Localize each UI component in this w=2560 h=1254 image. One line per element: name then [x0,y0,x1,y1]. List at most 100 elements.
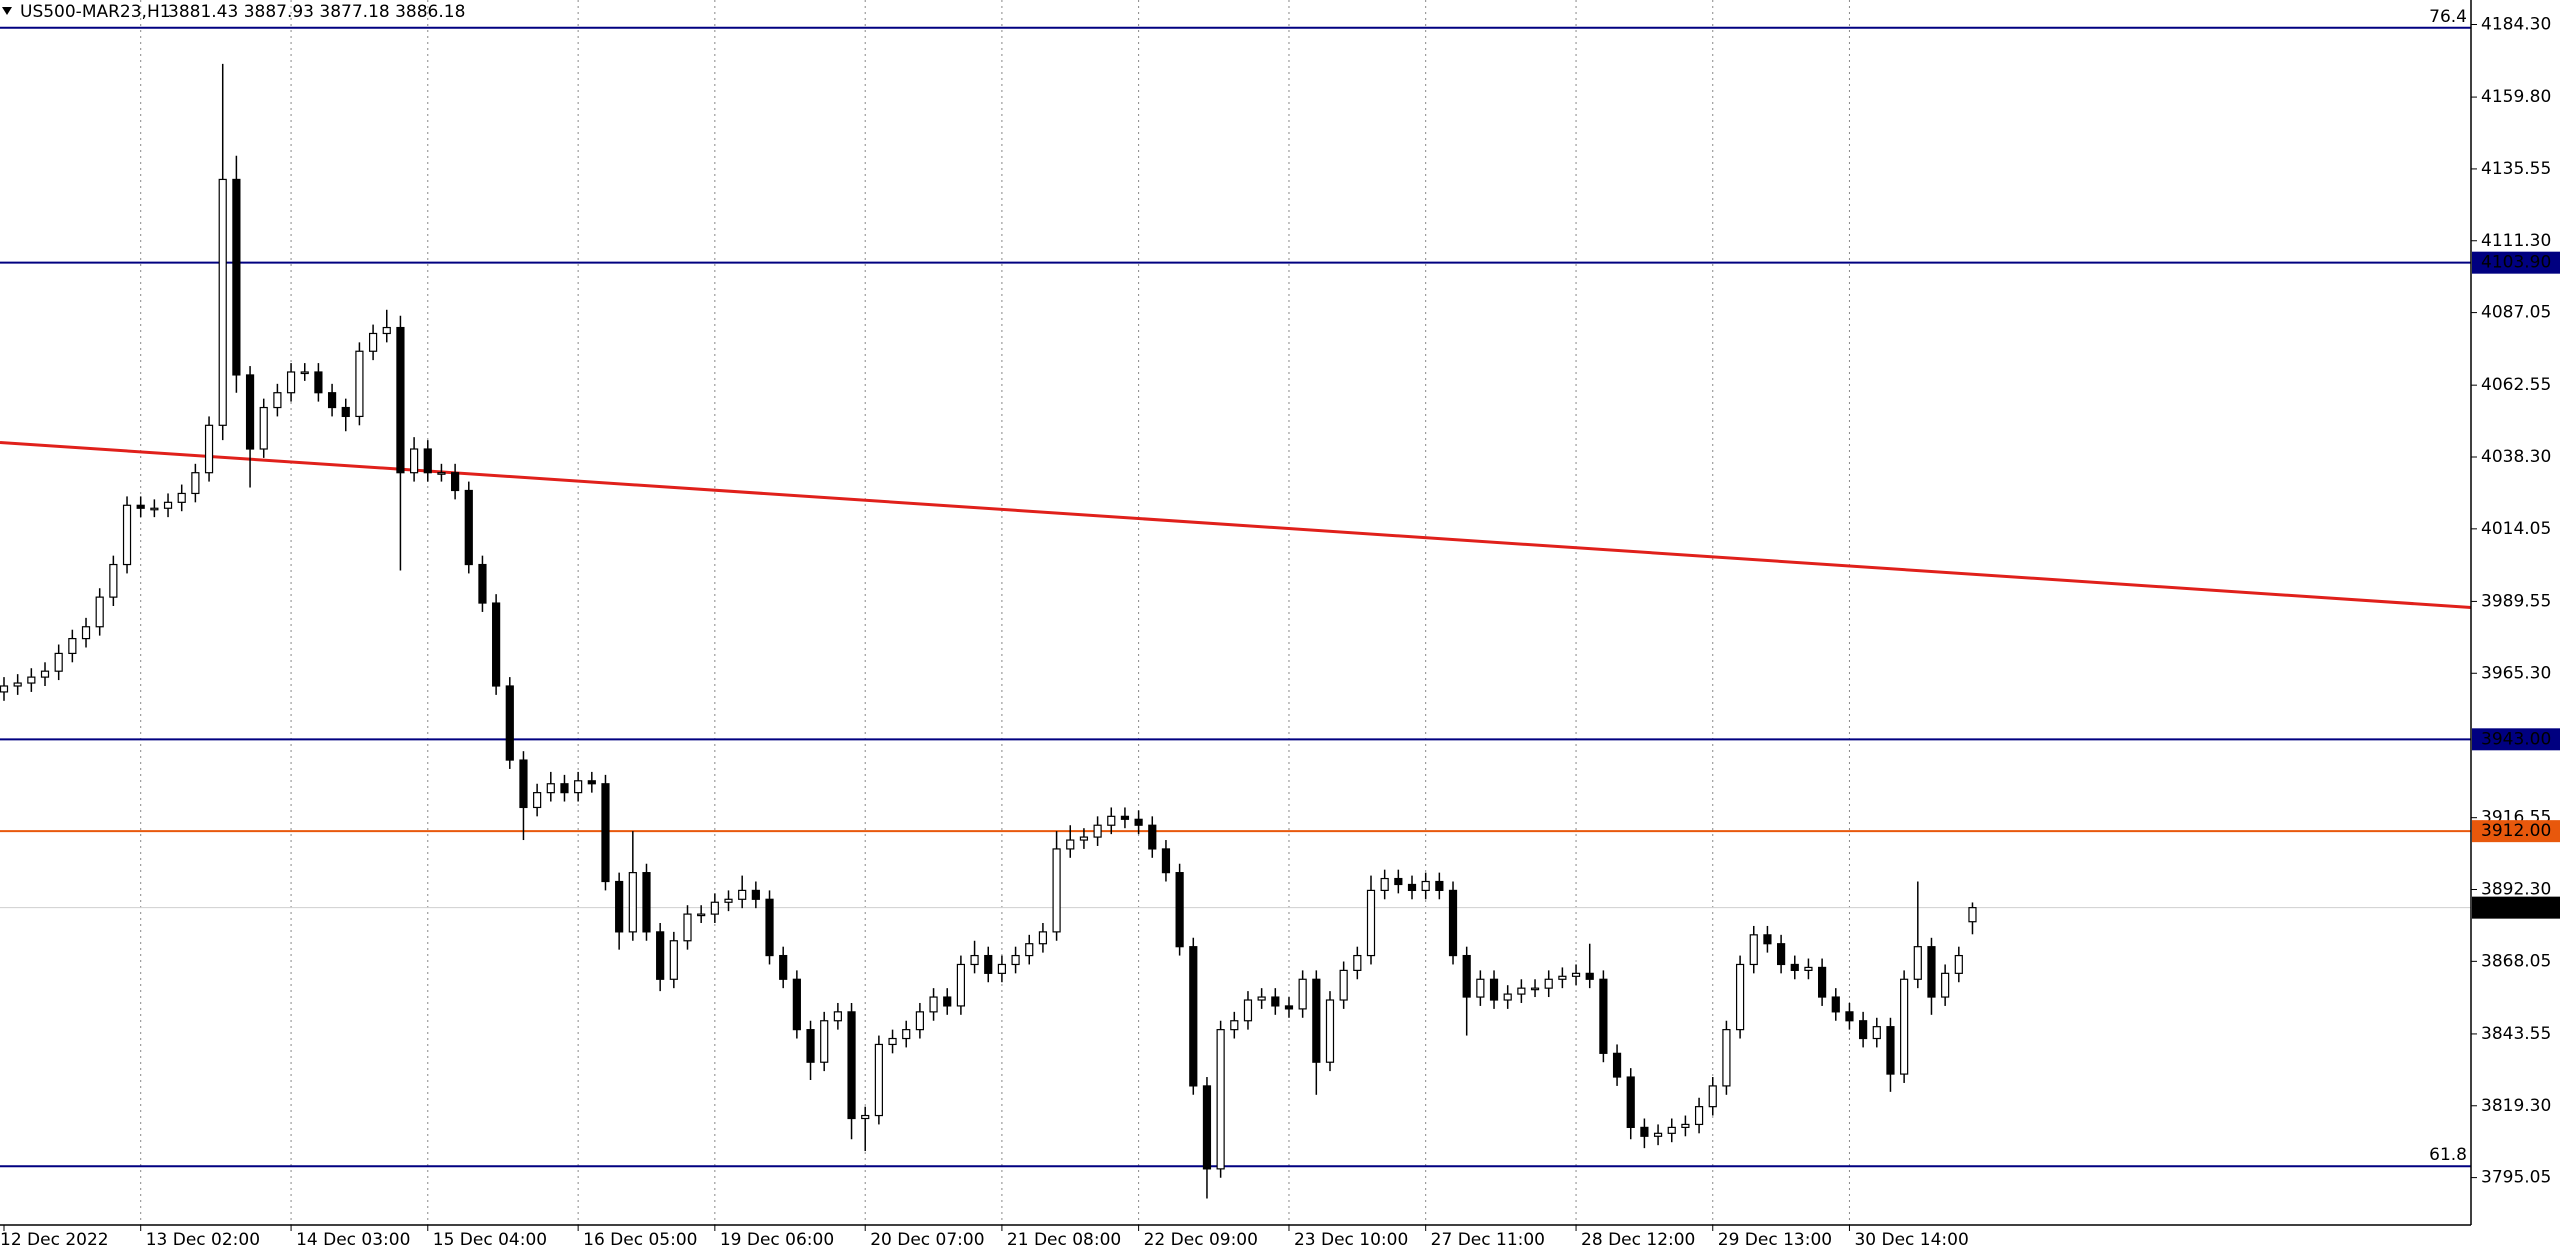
candle-body [628,872,637,933]
candle-body [1230,1020,1239,1031]
y-tick-label: 4111.30 [2481,231,2551,251]
candle-body [738,889,747,900]
x-tick-label: 20 Dec 07:00 [870,1230,984,1250]
candle-body [1325,999,1335,1063]
candle-body [27,676,36,684]
ohlc-label: 3881.43 3887.93 3877.18 3886.18 [168,2,465,22]
candle-body [1886,1026,1895,1075]
candle-body [300,371,309,375]
y-tick-label: 3892.30 [2481,880,2551,900]
candle-body [1831,996,1840,1013]
candle-body [13,682,22,687]
candle-body [765,898,774,957]
candle-body [519,759,528,809]
candle-body [232,178,241,376]
candle-body [533,792,542,809]
candle-body [1189,946,1198,1087]
candle-body [1243,999,1253,1022]
candle-body [656,931,665,980]
candle-body [1462,954,1471,998]
candle-body [259,406,268,450]
candle-body [1066,839,1075,850]
candle-body [1599,978,1608,1054]
menu-triangle [2,7,12,15]
candle-body [40,670,50,678]
chart-title: US500-MAR23,H1 [20,2,171,22]
x-tick-label: 23 Dec 10:00 [1294,1230,1408,1250]
candle-body [109,563,118,598]
candle-body [888,1037,897,1046]
candle-body [1476,978,1485,998]
candle-body [1530,987,1540,991]
candle-body [163,501,173,509]
candle-body [1941,972,1950,998]
candle-body [368,332,378,352]
candle-body [792,978,801,1031]
candle-body [1612,1052,1622,1078]
candle-body [943,996,952,1007]
candle-body [1626,1076,1635,1128]
candle-body [286,371,296,394]
x-tick-label: 14 Dec 03:00 [296,1230,410,1250]
candle-body [1845,1011,1854,1022]
candle-body [1107,815,1116,826]
candle-body [68,637,77,655]
candle-body [587,780,596,785]
candle-body [1489,978,1499,1001]
candle-body [382,326,391,335]
y-tick-label: 4014.05 [2481,519,2551,539]
candle-body [1544,978,1553,989]
level-label: 3943.00 [2481,729,2551,749]
candle-body [136,504,145,509]
candle-body [1038,931,1048,945]
x-tick-label: 30 Dec 14:00 [1854,1230,1968,1250]
y-tick-label: 3795.05 [2481,1168,2551,1188]
candle-body [218,178,227,426]
y-tick-label: 4062.55 [2481,375,2551,395]
y-tick-label: 3843.55 [2481,1024,2551,1044]
candle-body [1585,972,1594,980]
x-tick-label: 15 Dec 04:00 [433,1230,547,1250]
x-tick-label: 29 Dec 13:00 [1718,1230,1832,1250]
candle-body [150,507,159,511]
candle-body [423,448,432,474]
candle-body [1353,954,1362,971]
candle-body [1284,1005,1294,1010]
candle-body [314,371,323,394]
candle-body [177,492,186,503]
level-box [2472,728,2560,751]
candle-body [984,954,993,974]
x-tick-label: 12 Dec 2022 [0,1230,109,1250]
candle-body [0,685,9,693]
candle-body [546,783,555,794]
candle-body [1216,1029,1225,1170]
candle-body [191,472,200,495]
candle-body [1271,996,1280,1007]
candle-body [396,326,405,474]
candle-body [54,652,63,672]
candle-body [1120,815,1130,820]
candle-body [560,783,569,794]
candle-layer [0,63,1977,1199]
candle-body [1298,978,1307,1010]
candle-body [710,901,719,915]
candle-body [1421,880,1430,892]
candle-body [1093,824,1102,838]
level-label: 4103.90 [2481,253,2551,273]
candle-body [1312,978,1321,1063]
level-box [2472,251,2560,274]
candle-body [697,913,706,917]
candle-body [122,504,132,566]
x-tick-label: 27 Dec 11:00 [1431,1230,1545,1250]
candle-body [410,448,419,474]
candle-body [1175,872,1184,948]
y-tick-label: 4038.30 [2481,447,2551,467]
candle-body [601,783,610,883]
candle-body [1079,836,1089,841]
candle-body [806,1029,815,1063]
y-tick-label: 4159.80 [2481,87,2551,107]
candle-body [341,406,350,418]
fibo-label: 61.8 [2429,1145,2467,1165]
